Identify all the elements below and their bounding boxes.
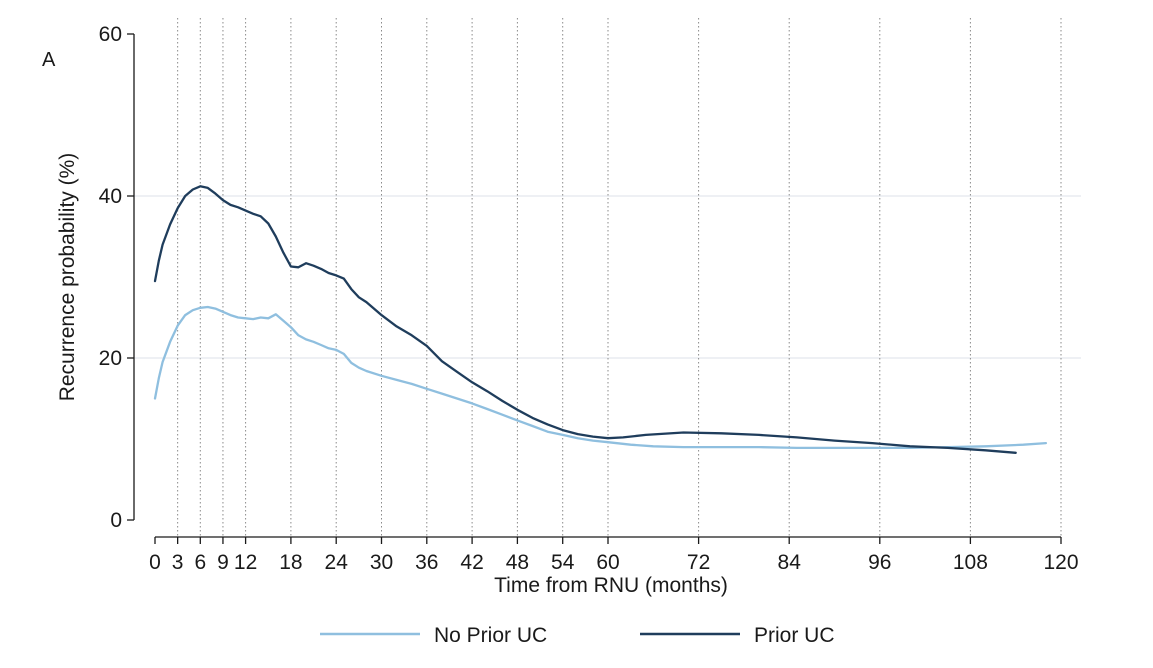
series-line-no-prior-uc [153, 305, 1048, 450]
x-tick-label: 72 [687, 551, 710, 574]
x-tick-label: 84 [778, 551, 802, 574]
x-tick-label: 9 [217, 551, 229, 574]
x-tick-label: 6 [194, 551, 206, 574]
x-axis-title: Time from RNU (months) [494, 574, 728, 597]
legend-label-prior-uc: Prior UC [754, 624, 835, 647]
x-tick-label: 3 [172, 551, 184, 574]
x-tick-label: 48 [506, 551, 529, 574]
series-line-prior-uc [153, 185, 1017, 454]
x-tick-label: 30 [370, 551, 393, 574]
gridlines [134, 18, 1081, 537]
x-tick-label: 60 [596, 551, 619, 574]
x-tick-label: 120 [1043, 551, 1078, 574]
x-tick-label: 54 [551, 551, 575, 574]
y-tick-label: 0 [110, 509, 122, 532]
y-tick-label: 20 [99, 347, 122, 370]
panel-label: A [42, 49, 56, 71]
y-tick-label: 60 [99, 23, 122, 46]
legend-label-no-prior-uc: No Prior UC [434, 624, 547, 647]
x-tick-label: 24 [325, 551, 349, 574]
x-tick-label: 108 [953, 551, 988, 574]
x-tick-label: 36 [415, 551, 438, 574]
x-tick-label: 0 [149, 551, 161, 574]
x-tick-label: 42 [460, 551, 483, 574]
y-tick-label: 40 [99, 185, 122, 208]
x-tick-label: 18 [279, 551, 302, 574]
y-axis-title: Recurrence probability (%) [56, 153, 79, 402]
x-tick-label: 96 [868, 551, 891, 574]
legend: No Prior UC Prior UC [320, 624, 835, 647]
x-tick-label: 12 [234, 551, 257, 574]
series-lines [153, 185, 1048, 454]
